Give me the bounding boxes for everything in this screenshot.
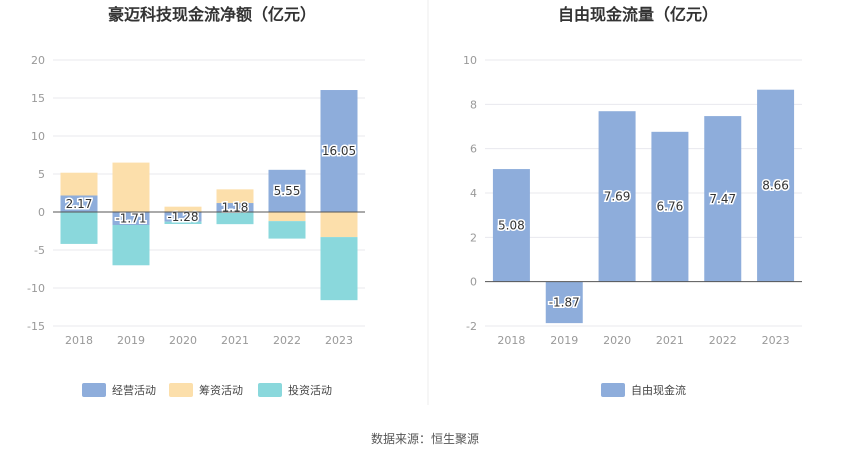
y-tick-label: 10: [463, 54, 477, 67]
x-tick-label: 2023: [325, 334, 353, 347]
legend-label[interactable]: 经营活动: [112, 383, 156, 397]
bar-筹资活动-2018: [60, 172, 98, 196]
y-tick-label: -5: [34, 244, 45, 257]
bar-经营活动-2018: [60, 195, 98, 212]
y-tick-label: -10: [27, 282, 45, 295]
y-tick-label: 20: [31, 54, 45, 67]
legend-swatch[interactable]: [169, 383, 193, 397]
bar-自由现金流-2019: [545, 281, 583, 324]
y-tick-label: 2: [470, 231, 477, 244]
x-tick-label: 2023: [762, 334, 790, 347]
x-tick-label: 2022: [273, 334, 301, 347]
bar-自由现金流-2020: [598, 111, 636, 282]
data-label: 6.76: [657, 200, 684, 214]
free-cash-flow-chart: 自由现金流量（亿元） 10 8 6 4 2 0 -2 5.08 2018 -1.87 2019 7.69…: [463, 5, 802, 397]
x-tick-label: 2018: [65, 334, 93, 347]
data-label: -1.28: [167, 210, 198, 224]
bar-经营活动-2020: [164, 212, 202, 222]
y-tick-label: 15: [31, 92, 45, 105]
data-label: 5.08: [498, 218, 525, 232]
bar-投资活动-2021: [216, 212, 254, 225]
y-tick-label: 4: [470, 187, 477, 200]
bar-自由现金流-2018: [492, 169, 530, 282]
legend-swatch[interactable]: [601, 383, 625, 397]
data-label: -1.87: [549, 295, 580, 309]
legend-label[interactable]: 自由现金流: [631, 383, 686, 397]
data-label: 7.47: [709, 192, 736, 206]
legend-swatch[interactable]: [82, 383, 106, 397]
x-tick-label: 2021: [221, 334, 249, 347]
x-tick-label: 2021: [656, 334, 684, 347]
bar-投资活动-2018: [60, 212, 98, 244]
y-tick-label: 0: [470, 276, 477, 289]
bar-经营活动-2022: [268, 169, 306, 212]
bar-投资活动-2022: [268, 221, 306, 239]
y-tick-label: 8: [470, 98, 477, 111]
data-label: 5.55: [274, 184, 301, 198]
bar-筹资活动-2023: [320, 212, 358, 238]
x-tick-label: 2022: [709, 334, 737, 347]
y-tick-label: -15: [27, 320, 45, 333]
cash-flow-net-chart: 豪迈科技现金流净额（亿元） 20 15 10 5 0 -5 -10 -15 2.17 2018 -1.…: [27, 5, 365, 397]
bar-经营活动-2021: [216, 203, 254, 212]
bar-筹资活动-2022: [268, 212, 306, 222]
x-tick-label: 2019: [117, 334, 145, 347]
data-label: 16.05: [322, 144, 356, 158]
bar-经营活动-2023: [320, 90, 358, 212]
bar-投资活动-2019: [112, 224, 150, 266]
bar-自由现金流-2021: [651, 131, 689, 282]
x-tick-label: 2019: [550, 334, 578, 347]
source-note: 数据来源：恒生聚源: [371, 431, 479, 446]
x-tick-label: 2020: [169, 334, 197, 347]
data-label: 7.69: [604, 189, 631, 203]
legend-label[interactable]: 投资活动: [288, 383, 332, 397]
bar-投资活动-2023: [320, 237, 358, 301]
bar-投资活动-2020: [164, 221, 202, 225]
bar-自由现金流-2023: [757, 89, 795, 282]
legend-label[interactable]: 筹资活动: [199, 383, 243, 397]
y-tick-label: 10: [31, 130, 45, 143]
legend-swatch[interactable]: [258, 383, 282, 397]
bar-自由现金流-2022: [704, 116, 742, 282]
y-tick-label: 5: [38, 168, 45, 181]
bar-经营活动-2019: [112, 212, 150, 225]
data-label: 8.66: [762, 179, 789, 193]
y-tick-label: 6: [470, 143, 477, 156]
bar-筹资活动-2021: [216, 189, 254, 204]
x-tick-label: 2020: [603, 334, 631, 347]
data-label: 2.17: [66, 197, 93, 211]
bar-筹资活动-2020: [164, 206, 202, 212]
y-tick-label: -2: [466, 320, 477, 333]
x-tick-label: 2018: [497, 334, 525, 347]
bar-筹资活动-2019: [112, 162, 150, 212]
chart-title: 自由现金流量（亿元）: [558, 5, 718, 24]
data-label: -1.71: [115, 211, 146, 225]
y-tick-label: 0: [38, 206, 45, 219]
chart-title: 豪迈科技现金流净额（亿元）: [108, 5, 316, 24]
